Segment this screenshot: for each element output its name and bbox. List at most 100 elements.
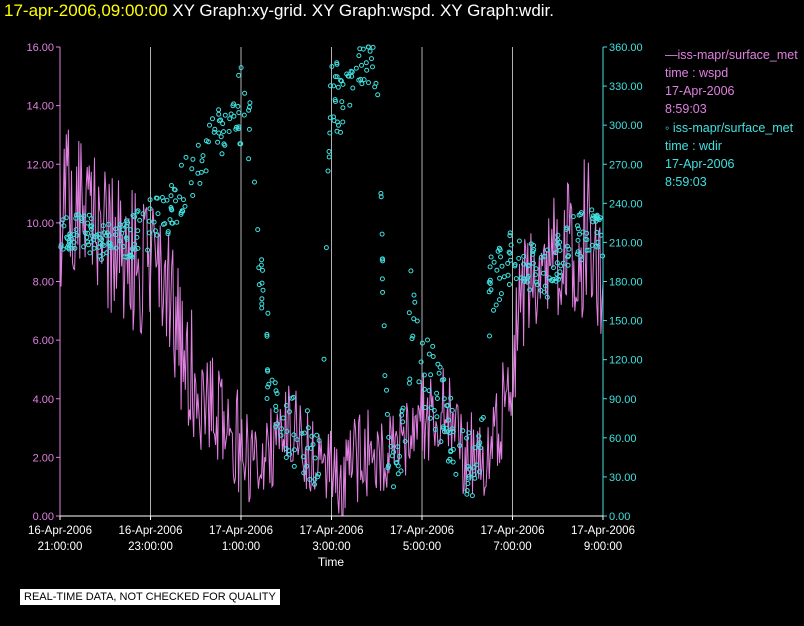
wdir-point bbox=[533, 266, 539, 272]
x-tick-label-date: 17-Apr-2006 bbox=[209, 525, 273, 537]
wdir-point bbox=[216, 111, 222, 117]
wdir-point bbox=[165, 229, 171, 235]
legend-wspd-date: 17-Apr-2006 bbox=[665, 84, 735, 98]
y-tick-label-right: 180.00 bbox=[609, 277, 643, 289]
wdir-point bbox=[340, 105, 346, 111]
wdir-point bbox=[566, 246, 572, 252]
wdir-point bbox=[430, 343, 436, 349]
legend-wdir-vars: time : wdir bbox=[665, 139, 722, 153]
wdir-point bbox=[273, 388, 279, 394]
wdir-point bbox=[399, 412, 404, 418]
wdir-point bbox=[431, 408, 437, 413]
wdir-point bbox=[129, 246, 135, 252]
wdir-point bbox=[438, 439, 444, 445]
wdir-point bbox=[446, 417, 451, 423]
wdir-point bbox=[380, 258, 386, 264]
wdir-point bbox=[400, 405, 406, 411]
wdir-point bbox=[106, 221, 112, 227]
wdir-point bbox=[237, 141, 243, 147]
wdir-point bbox=[487, 264, 493, 270]
wdir-point bbox=[132, 247, 138, 253]
wdir-point bbox=[434, 414, 440, 420]
wdir-point bbox=[412, 299, 418, 305]
wdir-point bbox=[247, 100, 253, 106]
wdir-point bbox=[283, 403, 289, 408]
page-title: 17-apr-2006,09:00:00 XY Graph:xy-grid. X… bbox=[4, 1, 554, 21]
legend-wspd-vars: time : wspd bbox=[665, 66, 729, 80]
wdir-point bbox=[103, 232, 109, 238]
wdir-point bbox=[370, 44, 376, 50]
wdir-point bbox=[326, 154, 332, 160]
wdir-point bbox=[79, 218, 85, 224]
wdir-point bbox=[437, 364, 443, 370]
wdir-point bbox=[359, 81, 365, 87]
wdir-point bbox=[315, 474, 321, 480]
wdir-point bbox=[134, 209, 140, 215]
wdir-point bbox=[535, 282, 540, 288]
wdir-point bbox=[340, 119, 346, 125]
wdir-point bbox=[428, 405, 434, 411]
wdir-point bbox=[305, 445, 311, 451]
wdir-point bbox=[203, 138, 209, 144]
wdir-point bbox=[493, 302, 499, 308]
wdir-point bbox=[496, 245, 502, 251]
wdir-point bbox=[278, 432, 284, 438]
wdir-point bbox=[386, 463, 391, 469]
wdir-point bbox=[498, 254, 503, 260]
wdir-point bbox=[304, 463, 309, 469]
wdir-point bbox=[421, 372, 427, 378]
y-tick-label-right: 90.00 bbox=[609, 394, 637, 406]
wdir-point bbox=[325, 168, 331, 174]
wdir-point bbox=[450, 459, 456, 465]
wdir-point bbox=[488, 254, 494, 260]
wdir-point bbox=[328, 83, 333, 89]
wdir-point bbox=[409, 336, 415, 342]
wdir-point bbox=[242, 90, 248, 96]
wdir-point bbox=[216, 107, 222, 113]
wdir-point bbox=[542, 254, 547, 259]
wdir-point bbox=[334, 74, 340, 80]
wdir-point bbox=[260, 267, 265, 273]
wdir-point bbox=[195, 142, 201, 148]
wdir-point bbox=[589, 242, 595, 248]
wdir-point bbox=[173, 198, 178, 204]
wdir-point bbox=[100, 251, 106, 257]
x-tick-label-time: 5:00:00 bbox=[403, 541, 441, 553]
wdir-point bbox=[87, 250, 93, 256]
wdir-point bbox=[466, 475, 472, 481]
wdir-point bbox=[445, 402, 451, 408]
wdir-point bbox=[246, 126, 252, 132]
y-tick-label-left: 16.00 bbox=[26, 42, 54, 54]
wdir-point bbox=[269, 377, 275, 383]
wdir-point bbox=[402, 438, 408, 444]
wdir-point bbox=[113, 232, 119, 238]
wdir-point bbox=[594, 230, 600, 235]
wdir-point bbox=[497, 275, 503, 281]
wdir-point bbox=[416, 379, 422, 385]
wdir-point bbox=[226, 129, 232, 134]
wdir-point bbox=[407, 376, 413, 382]
wdir-point bbox=[560, 260, 566, 266]
wdir-point bbox=[338, 129, 343, 135]
wdir-point bbox=[259, 296, 265, 302]
y-tick-label-right: 120.00 bbox=[609, 355, 643, 367]
wdir-point bbox=[215, 139, 221, 145]
wdir-point bbox=[182, 203, 188, 209]
wdir-point bbox=[353, 65, 359, 71]
x-tick-label-date: 17-Apr-2006 bbox=[571, 525, 635, 537]
wdir-point bbox=[469, 493, 475, 499]
axes: 0.00 2.00 4.00 6.00 8.00 10.00 12.00 14.00 16.00… bbox=[26, 42, 642, 553]
wdir-point bbox=[471, 472, 477, 478]
wdir-point bbox=[338, 77, 344, 83]
wdir-point bbox=[227, 116, 233, 122]
wdir-point bbox=[169, 183, 174, 188]
wdir-point bbox=[564, 225, 570, 231]
wdir-point bbox=[100, 223, 106, 229]
wdir-point bbox=[479, 417, 485, 422]
wdir-point bbox=[116, 225, 122, 231]
wdir-point bbox=[576, 212, 582, 218]
wdir-point bbox=[565, 254, 571, 260]
wdir-point bbox=[378, 194, 384, 200]
y-tick-label-left: 12.00 bbox=[26, 159, 54, 171]
wdir-point bbox=[221, 129, 226, 135]
